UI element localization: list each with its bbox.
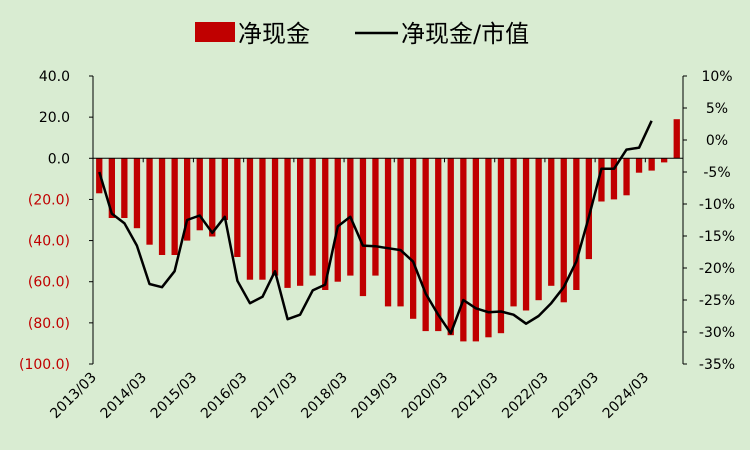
y-right-tick-label: -25% xyxy=(699,293,735,309)
y-left-tick-label: 0.0 xyxy=(48,151,70,167)
bar xyxy=(661,158,668,163)
x-tick-label: 2022/03 xyxy=(499,370,551,422)
bar xyxy=(372,158,379,276)
bar xyxy=(548,158,555,286)
bar xyxy=(246,158,254,280)
y-right-tick-label: -20% xyxy=(699,261,735,277)
bar xyxy=(309,158,316,276)
bar xyxy=(397,158,404,307)
legend: 净现金 净现金/市值 xyxy=(195,20,529,48)
x-tick-label: 2024/03 xyxy=(600,370,652,422)
bar xyxy=(435,158,442,332)
y-left-tick-label: (20.0) xyxy=(28,192,70,208)
bar xyxy=(108,158,115,218)
x-tick-label: 2023/03 xyxy=(550,370,602,422)
bar xyxy=(598,158,605,202)
bar xyxy=(623,158,630,196)
y-right-tick-label: 10% xyxy=(701,69,732,85)
y-left-tick-label: (100.0) xyxy=(19,357,70,373)
x-tick-label: 2017/03 xyxy=(248,370,300,422)
bar xyxy=(259,158,266,280)
x-tick-label: 2013/03 xyxy=(47,370,99,422)
bar xyxy=(133,158,141,229)
bar xyxy=(648,158,655,171)
legend-line-label: 净现金/市值 xyxy=(401,20,529,48)
y-left-tick-label: 40.0 xyxy=(39,69,70,85)
x-tick-label: 2019/03 xyxy=(349,370,401,422)
y-right-tick-label: -30% xyxy=(699,325,735,341)
y-left-tick-label: (40.0) xyxy=(28,234,70,250)
x-tick-label: 2020/03 xyxy=(399,370,451,422)
y-right-tick-label: 0% xyxy=(706,133,728,149)
y-right-tick-label: -35% xyxy=(699,357,735,373)
x-tick-label: 2018/03 xyxy=(298,370,350,422)
bar xyxy=(271,158,279,276)
bar xyxy=(522,158,530,311)
bar xyxy=(158,158,166,255)
bar xyxy=(171,158,178,255)
x-tick-label: 2014/03 xyxy=(98,370,150,422)
bar xyxy=(510,158,517,307)
bar xyxy=(221,158,228,220)
y-right-tick-label: -10% xyxy=(699,197,735,213)
bar xyxy=(410,158,417,319)
bar xyxy=(635,158,643,173)
plot-area: 40.0 20.0 0.0 (20.0) (40.0) (60.0) (80.0) (100.… xyxy=(19,69,735,422)
bar xyxy=(472,158,479,342)
bar xyxy=(497,158,505,334)
x-tick-label: 2021/03 xyxy=(449,370,501,422)
y-left-tick-label: 20.0 xyxy=(39,110,70,126)
bar xyxy=(146,158,153,245)
bar xyxy=(297,158,304,286)
bar xyxy=(209,158,216,237)
y-right-tick-label: -5% xyxy=(703,165,730,181)
y-right-tick-label: -15% xyxy=(699,229,735,245)
bar xyxy=(535,158,542,301)
bar xyxy=(384,158,392,307)
bar xyxy=(560,158,567,303)
bar xyxy=(121,158,128,218)
y-right-tick-label: 5% xyxy=(706,101,728,117)
bar xyxy=(447,158,454,336)
bar xyxy=(334,158,341,282)
bar xyxy=(284,158,291,288)
bar xyxy=(573,158,580,290)
legend-bar-label: 净现金 xyxy=(238,20,310,48)
bar xyxy=(184,158,191,241)
bar xyxy=(422,158,429,332)
bar xyxy=(673,119,680,159)
legend-bar-swatch xyxy=(195,22,235,42)
x-tick-label: 2016/03 xyxy=(198,370,250,422)
bar xyxy=(460,158,467,342)
bar xyxy=(485,158,492,338)
line-series-net-cash-to-market-cap xyxy=(98,120,653,335)
bar xyxy=(359,158,367,297)
bar xyxy=(322,158,329,290)
y-left-tick-label: (60.0) xyxy=(28,275,70,291)
x-tick-label: 2015/03 xyxy=(148,370,200,422)
y-left-tick-label: (80.0) xyxy=(28,316,70,332)
bar xyxy=(196,158,203,231)
bar xyxy=(585,158,592,260)
bar xyxy=(234,158,241,257)
bar xyxy=(610,158,618,200)
